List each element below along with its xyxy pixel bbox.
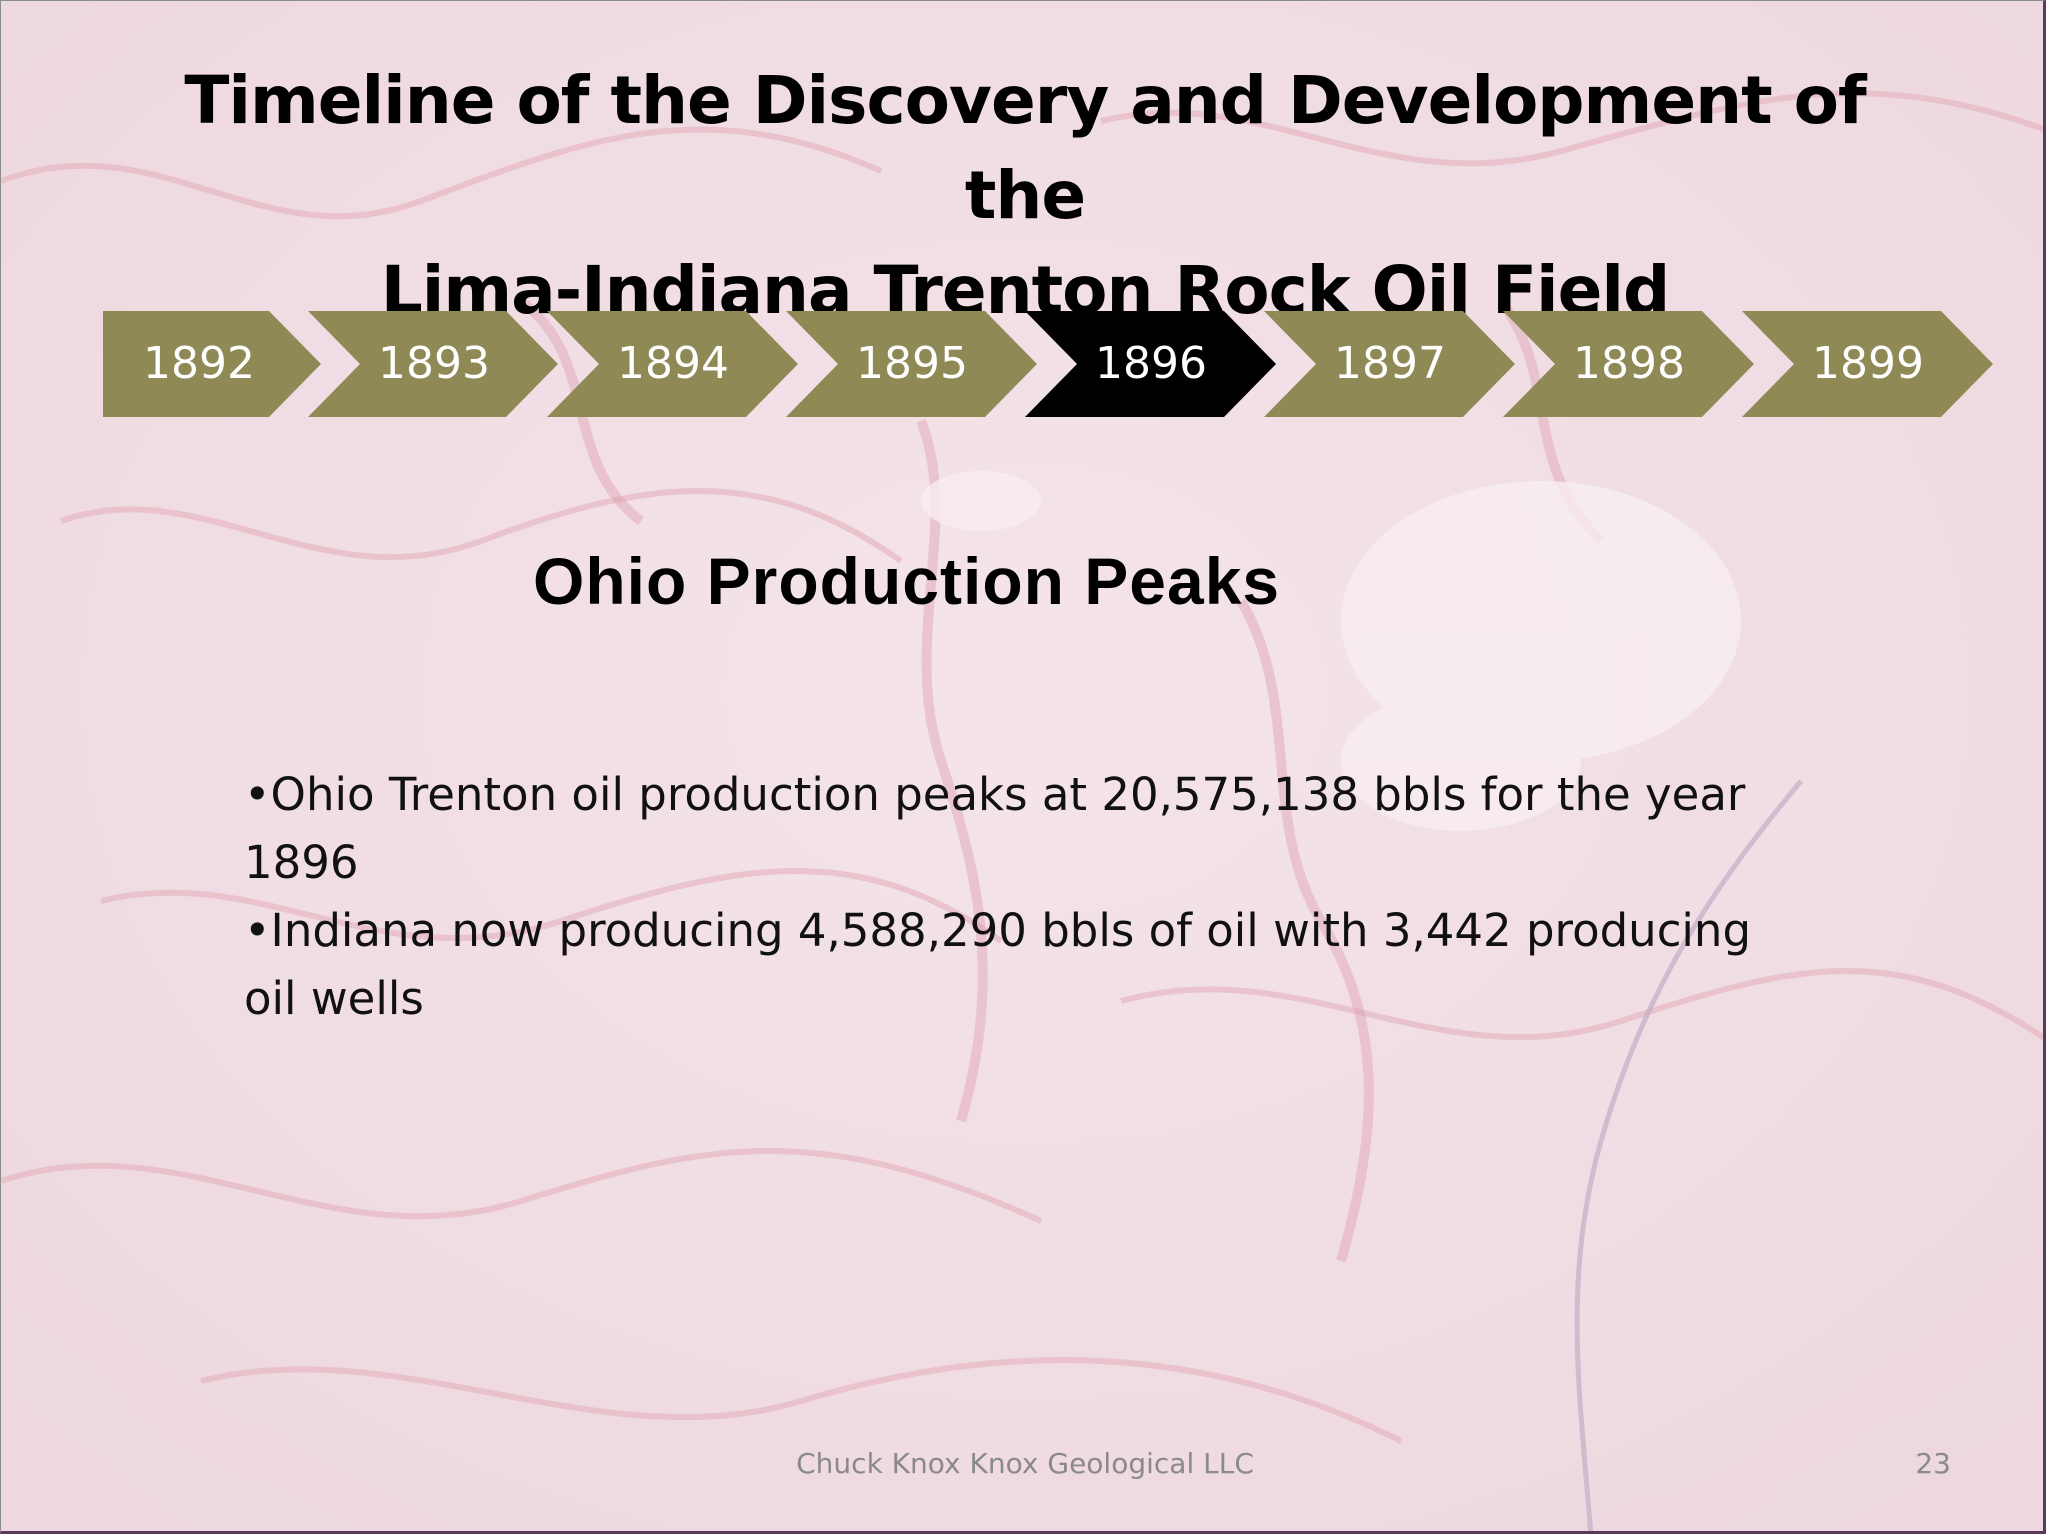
title-line-1: Timeline of the Discovery and Developmen… bbox=[184, 62, 1866, 234]
timeline-year-label-active[interactable]: 1896 bbox=[1095, 338, 1207, 389]
bullet-list: •Ohio Trenton oil production peaks at 20… bbox=[244, 761, 1804, 1033]
footer-text: Chuck Knox Knox Geological LLC bbox=[796, 1447, 1254, 1480]
timeline-year-label[interactable]: 1899 bbox=[1812, 338, 1924, 389]
bullet-item: •Indiana now producing 4,588,290 bbls of… bbox=[244, 904, 1752, 1025]
bullet-item: •Ohio Trenton oil production peaks at 20… bbox=[244, 768, 1746, 889]
timeline-year-label[interactable]: 1892 bbox=[143, 338, 255, 389]
section-heading: Ohio Production Peaks bbox=[533, 544, 1281, 618]
timeline-year-label[interactable]: 1894 bbox=[617, 338, 729, 389]
timeline-year-label[interactable]: 1898 bbox=[1573, 338, 1685, 389]
page-number: 23 bbox=[1915, 1447, 1951, 1480]
slide-title: Timeline of the Discovery and Developmen… bbox=[121, 53, 1929, 338]
timeline-year-label[interactable]: 1893 bbox=[378, 338, 490, 389]
timeline-year-label[interactable]: 1897 bbox=[1334, 338, 1446, 389]
timeline-year-label[interactable]: 1895 bbox=[856, 338, 968, 389]
